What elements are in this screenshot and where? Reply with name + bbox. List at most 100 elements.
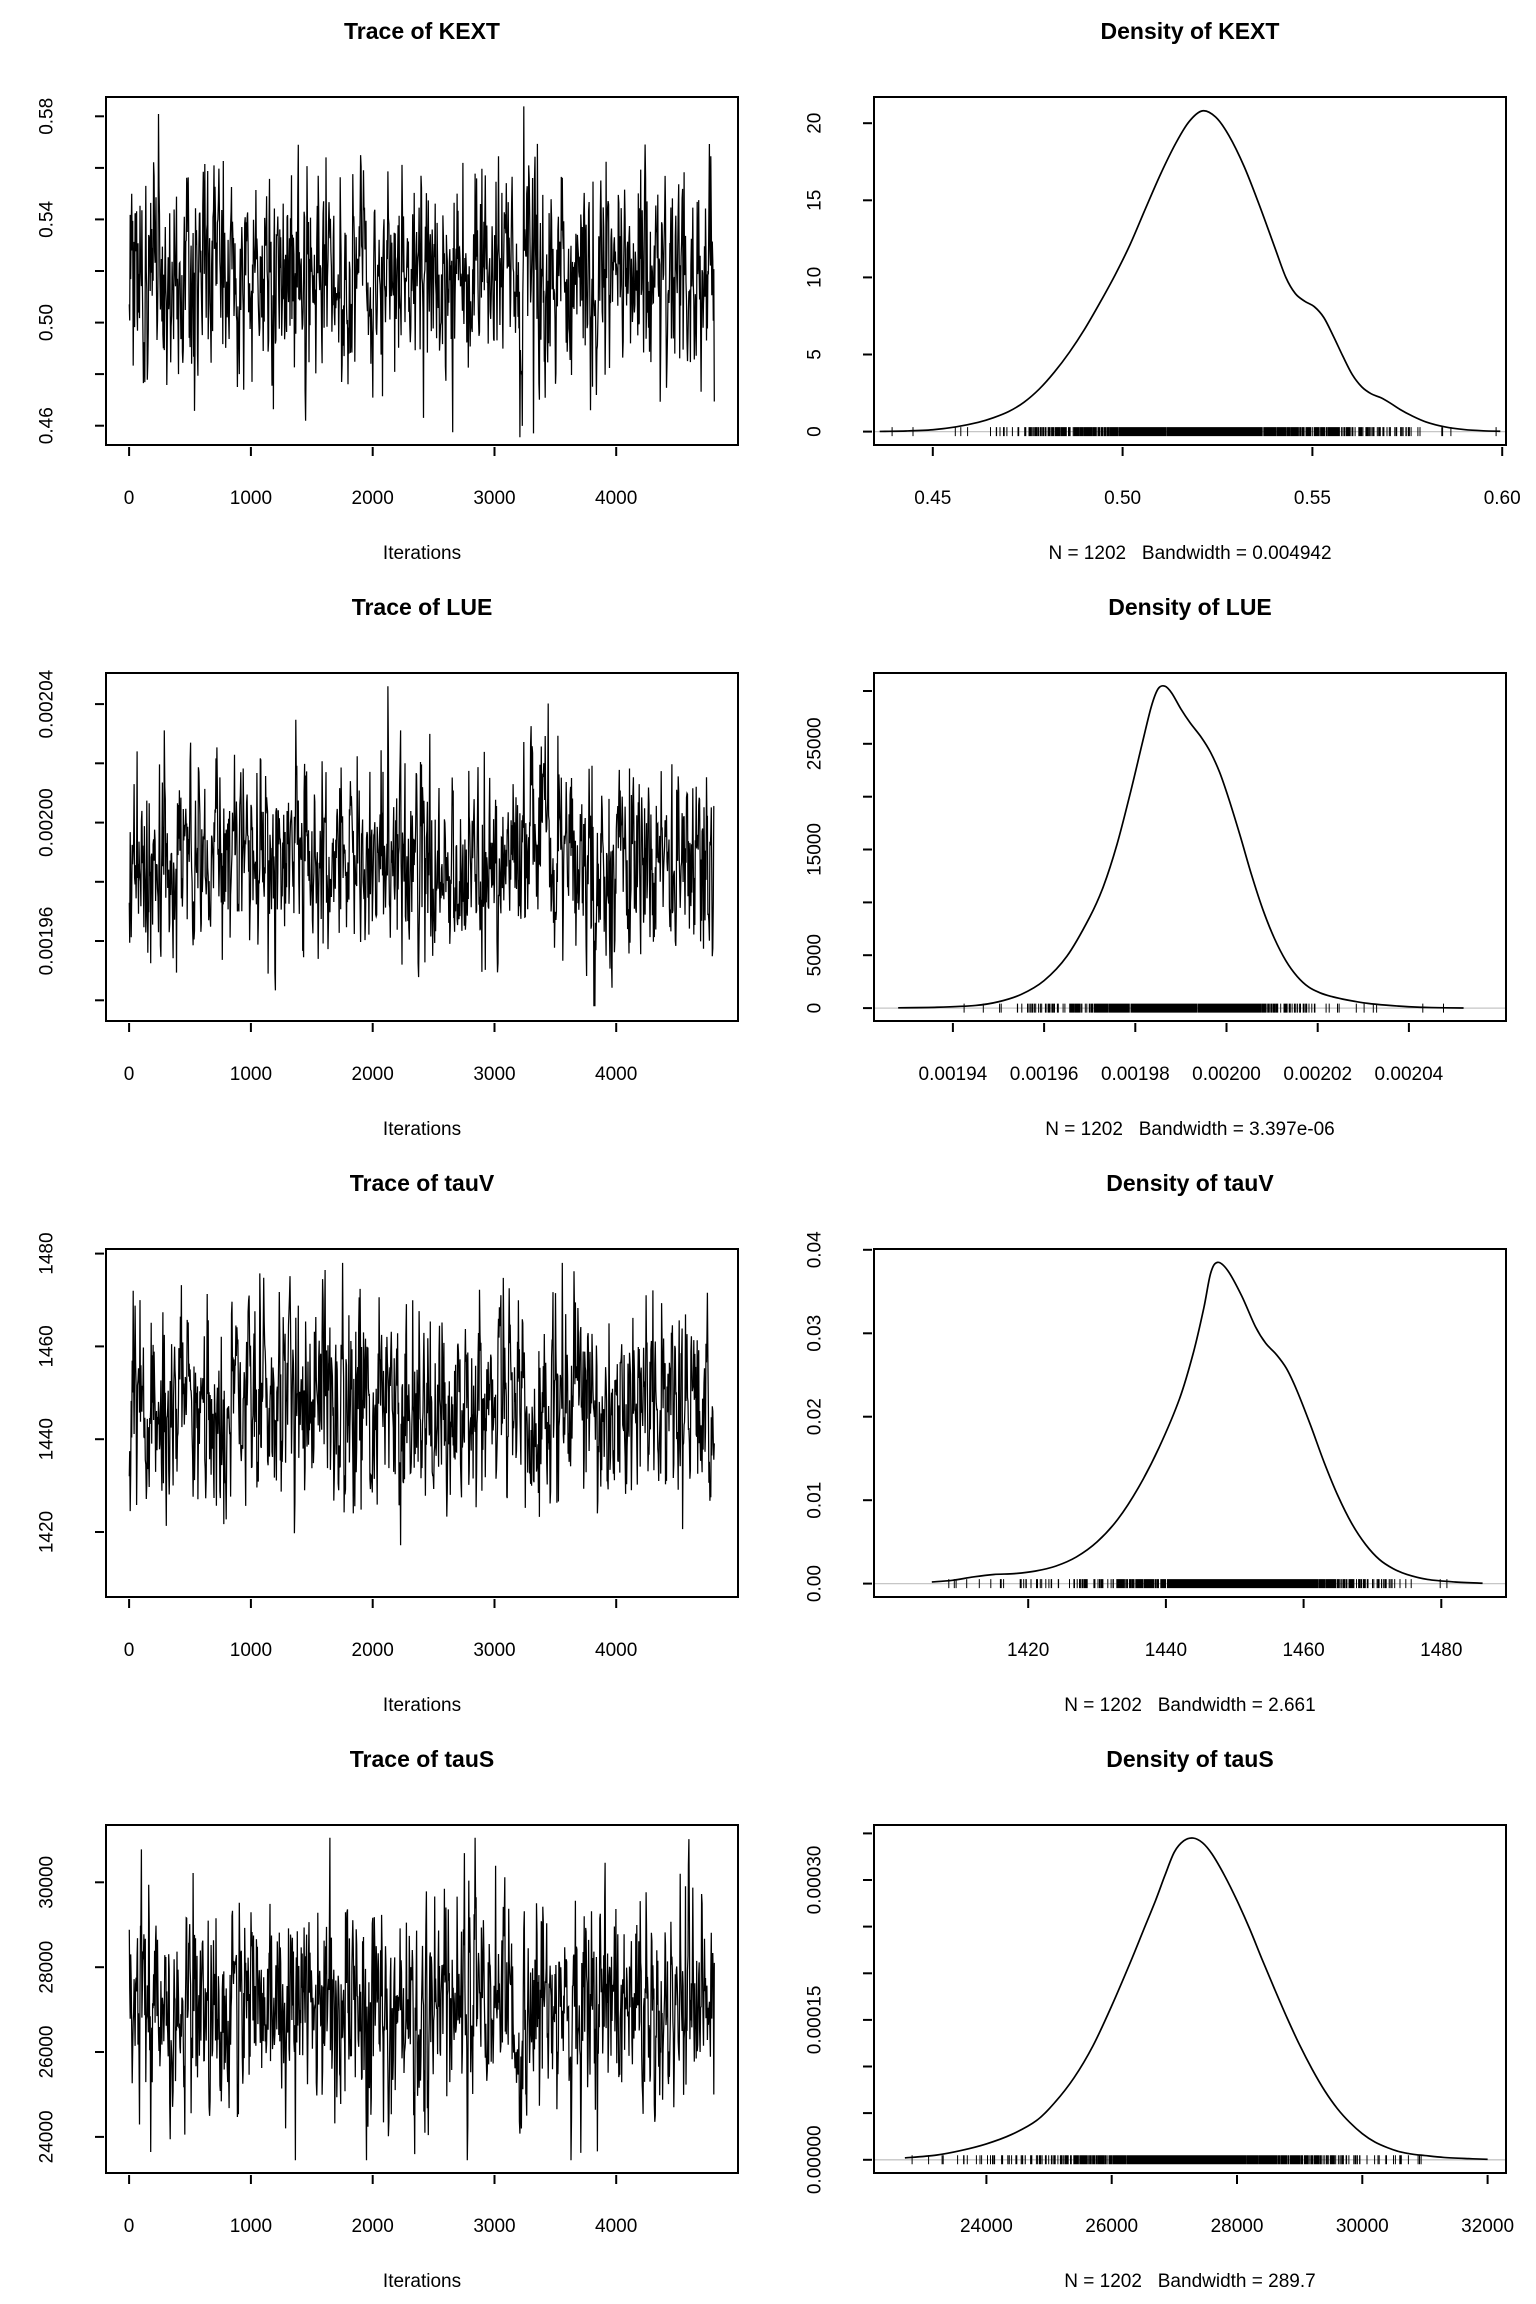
x-axis: 1420 1440 1460 1480	[1007, 1599, 1462, 1661]
density-curve	[898, 684, 1464, 1009]
x-tick-label: 0.00194	[919, 1064, 988, 1085]
rug-marks	[891, 427, 1497, 437]
x-tick-label: 0	[124, 1064, 135, 1085]
x-tick-label: 30000	[1336, 2216, 1389, 2237]
density-lue-plot: 0.00194 0.00196 0.00198 0.00200 0.00202 0.002…	[805, 672, 1507, 1085]
y-tick-label: 0	[805, 1003, 826, 1014]
x-tick-label: 1420	[1007, 1640, 1049, 1661]
density-tauv-plot: 1420 1440 1460 1480 0.00 0.01 0.02 0.03 0.04	[805, 1231, 1507, 1661]
x-tick-label: 2000	[352, 1640, 394, 1661]
x-tick-label: 4000	[595, 488, 637, 509]
plot-title: Trace of tauV	[349, 1170, 495, 1196]
trace-line	[128, 1262, 715, 1546]
y-tick-label: 0	[805, 426, 826, 437]
rug-marks	[948, 1579, 1448, 1589]
x-tick-label: 0.60	[1484, 488, 1521, 509]
plot-box	[873, 672, 1507, 1022]
x-tick-label: 0.00200	[1192, 1064, 1261, 1085]
x-axis: 0.00194 0.00196 0.00198 0.00200 0.00202 0.002…	[919, 1023, 1444, 1085]
x-tick-label: 28000	[1211, 2216, 1264, 2237]
trace-tauv-plot: 0 1000 2000 3000 4000 1420 1440 1460 1480	[37, 1232, 739, 1661]
y-tick-label: 0.03	[805, 1315, 826, 1352]
x-tick-label: 0	[124, 488, 135, 509]
y-tick-label: 0.58	[37, 98, 58, 135]
x-tick-label: 4000	[595, 2216, 637, 2237]
x-axis-label: Iterations	[382, 1695, 462, 1716]
y-tick-label: 0.00204	[37, 669, 58, 738]
y-axis: 24000 26000 28000 30000	[37, 1856, 104, 2163]
plot-title: Trace of LUE	[351, 594, 493, 620]
x-tick-label: 32000	[1461, 2216, 1514, 2237]
x-tick-label: 24000	[960, 2216, 1013, 2237]
y-tick-label: 1480	[37, 1232, 58, 1274]
x-tick-label: 0.00202	[1283, 1064, 1352, 1085]
y-axis: 0.00196 0.00200 0.00204	[37, 669, 104, 1002]
y-axis: 0 5 10 15 20	[805, 113, 872, 437]
x-tick-label: 3000	[473, 1640, 515, 1661]
y-axis: 0.00000 0.00015 0.00030	[805, 1832, 872, 2194]
y-tick-label: 30000	[37, 1856, 58, 1909]
plot-box	[873, 1248, 1507, 1598]
density-subtitle: N = 1202 Bandwidth = 2.661	[1064, 1695, 1316, 1716]
y-axis: 1420 1440 1460 1480	[37, 1232, 104, 1553]
density-curve	[904, 1837, 1488, 2161]
x-tick-label: 4000	[595, 1640, 637, 1661]
y-tick-label: 0.00000	[805, 2125, 826, 2194]
panel-density-taus: 24000 26000 28000 30000 32000 0.00000 0.00015 0…	[768, 1728, 1536, 2304]
panel-trace-kext: 0 1000 2000 3000 4000 0.46 0.50 0.54 0.58 Trace …	[0, 0, 768, 576]
rug-marks	[963, 1003, 1444, 1013]
y-axis: 0.00 0.01 0.02 0.03 0.04	[805, 1231, 872, 1602]
y-tick-label: 0.46	[37, 407, 58, 444]
panel-density-kext: 0.45 0.50 0.55 0.60 0 5 10 15 20 Density of KEXT…	[768, 0, 1536, 576]
x-tick-label: 3000	[473, 1064, 515, 1085]
trace-lue-plot: 0 1000 2000 3000 4000 0.00196 0.00200 0.00204	[37, 669, 739, 1085]
x-tick-label: 0.00198	[1101, 1064, 1170, 1085]
y-tick-label: 26000	[37, 2026, 58, 2079]
y-tick-label: 0.00196	[37, 907, 58, 976]
plot-title: Trace of tauS	[349, 1746, 495, 1772]
x-tick-label: 1000	[230, 2216, 272, 2237]
x-tick-label: 0	[124, 2216, 135, 2237]
x-axis: 24000 26000 28000 30000 32000	[960, 2175, 1514, 2237]
x-tick-label: 0	[124, 1640, 135, 1661]
y-tick-label: 0.50	[37, 304, 58, 341]
y-tick-label: 25000	[805, 717, 826, 770]
plot-box	[873, 1824, 1507, 2174]
panel-trace-tauv: 0 1000 2000 3000 4000 1420 1440 1460 1480 Trace …	[0, 1152, 768, 1728]
plot-title: Density of tauS	[1106, 1746, 1274, 1772]
trace-line	[128, 686, 715, 1007]
y-tick-label: 0.54	[37, 200, 58, 237]
y-tick-label: 20	[805, 113, 826, 134]
y-tick-label: 0.02	[805, 1398, 826, 1435]
plot-box	[105, 1824, 739, 2174]
x-axis-label: Iterations	[382, 543, 462, 564]
plot-title: Density of KEXT	[1100, 18, 1280, 44]
y-tick-label: 5	[805, 349, 826, 360]
x-axis-label: Iterations	[382, 2271, 462, 2292]
x-tick-label: 2000	[352, 2216, 394, 2237]
density-taus-plot: 24000 26000 28000 30000 320000.000000.000150…	[805, 1824, 1514, 2237]
y-axis: 0 5000 15000 25000	[805, 690, 872, 1014]
x-tick-label: 3000	[473, 2216, 515, 2237]
x-tick-label: 0.00196	[1010, 1064, 1079, 1085]
x-axis: 0 1000 2000 3000 4000	[124, 1599, 637, 1661]
y-tick-label: 1420	[37, 1511, 58, 1553]
y-tick-label: 0.00	[805, 1565, 826, 1602]
density-curve	[931, 1261, 1483, 1585]
rug-marks	[911, 2155, 1422, 2165]
plot-box	[105, 672, 739, 1022]
x-axis: 0 1000 2000 3000 4000	[124, 447, 637, 509]
y-tick-label: 1460	[37, 1325, 58, 1367]
panel-density-lue: 0.00194 0.00196 0.00198 0.00200 0.00202 0.002…	[768, 576, 1536, 1152]
x-tick-label: 1460	[1282, 1640, 1324, 1661]
y-tick-label: 5000	[805, 934, 826, 976]
x-tick-label: 2000	[352, 1064, 394, 1085]
x-tick-label: 1000	[230, 1064, 272, 1085]
panel-trace-taus: 0 1000 2000 3000 4000 24000 26000 28000 30000 Tr…	[0, 1728, 768, 2304]
panel-trace-lue: 0 1000 2000 3000 4000 0.00196 0.00200 0.00204 T…	[0, 576, 768, 1152]
density-curve	[879, 109, 1501, 433]
x-axis: 0 1000 2000 3000 4000	[124, 2175, 637, 2237]
x-tick-label: 0.50	[1104, 488, 1141, 509]
x-tick-label: 0.55	[1294, 488, 1331, 509]
